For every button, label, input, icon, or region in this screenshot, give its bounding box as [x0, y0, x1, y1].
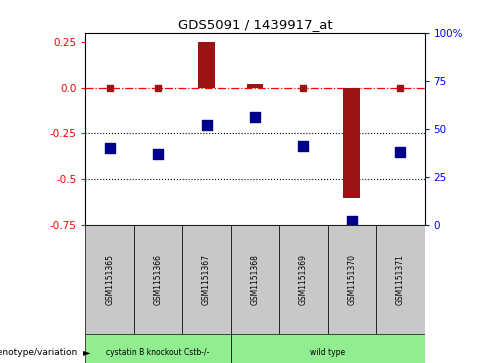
- Text: GSM1151371: GSM1151371: [396, 254, 405, 305]
- Point: [348, 218, 356, 224]
- Point: [154, 151, 162, 157]
- Bar: [376, 225, 425, 334]
- Point: [396, 149, 404, 155]
- Bar: [344, 87, 360, 197]
- Text: GSM1151369: GSM1151369: [299, 254, 308, 305]
- Bar: [246, 84, 264, 87]
- Title: GDS5091 / 1439917_at: GDS5091 / 1439917_at: [178, 19, 332, 32]
- Text: ►: ►: [83, 347, 90, 357]
- Bar: [231, 225, 279, 334]
- Bar: [85, 225, 134, 334]
- Text: genotype/variation: genotype/variation: [0, 348, 78, 356]
- Point: [106, 145, 114, 151]
- Bar: [279, 225, 327, 334]
- Bar: [134, 225, 183, 334]
- Text: GSM1151365: GSM1151365: [105, 254, 114, 305]
- Bar: [85, 334, 231, 363]
- Point: [203, 122, 210, 128]
- Text: wild type: wild type: [310, 348, 345, 356]
- Point: [251, 114, 259, 120]
- Text: cystatin B knockout Cstb-/-: cystatin B knockout Cstb-/-: [106, 348, 210, 356]
- Bar: [198, 42, 215, 87]
- Text: GSM1151368: GSM1151368: [250, 254, 260, 305]
- Text: GSM1151366: GSM1151366: [154, 254, 163, 305]
- Bar: [327, 225, 376, 334]
- Bar: [231, 334, 425, 363]
- Text: GSM1151370: GSM1151370: [347, 254, 356, 305]
- Point: [300, 143, 307, 149]
- Text: GSM1151367: GSM1151367: [202, 254, 211, 305]
- Bar: [183, 225, 231, 334]
